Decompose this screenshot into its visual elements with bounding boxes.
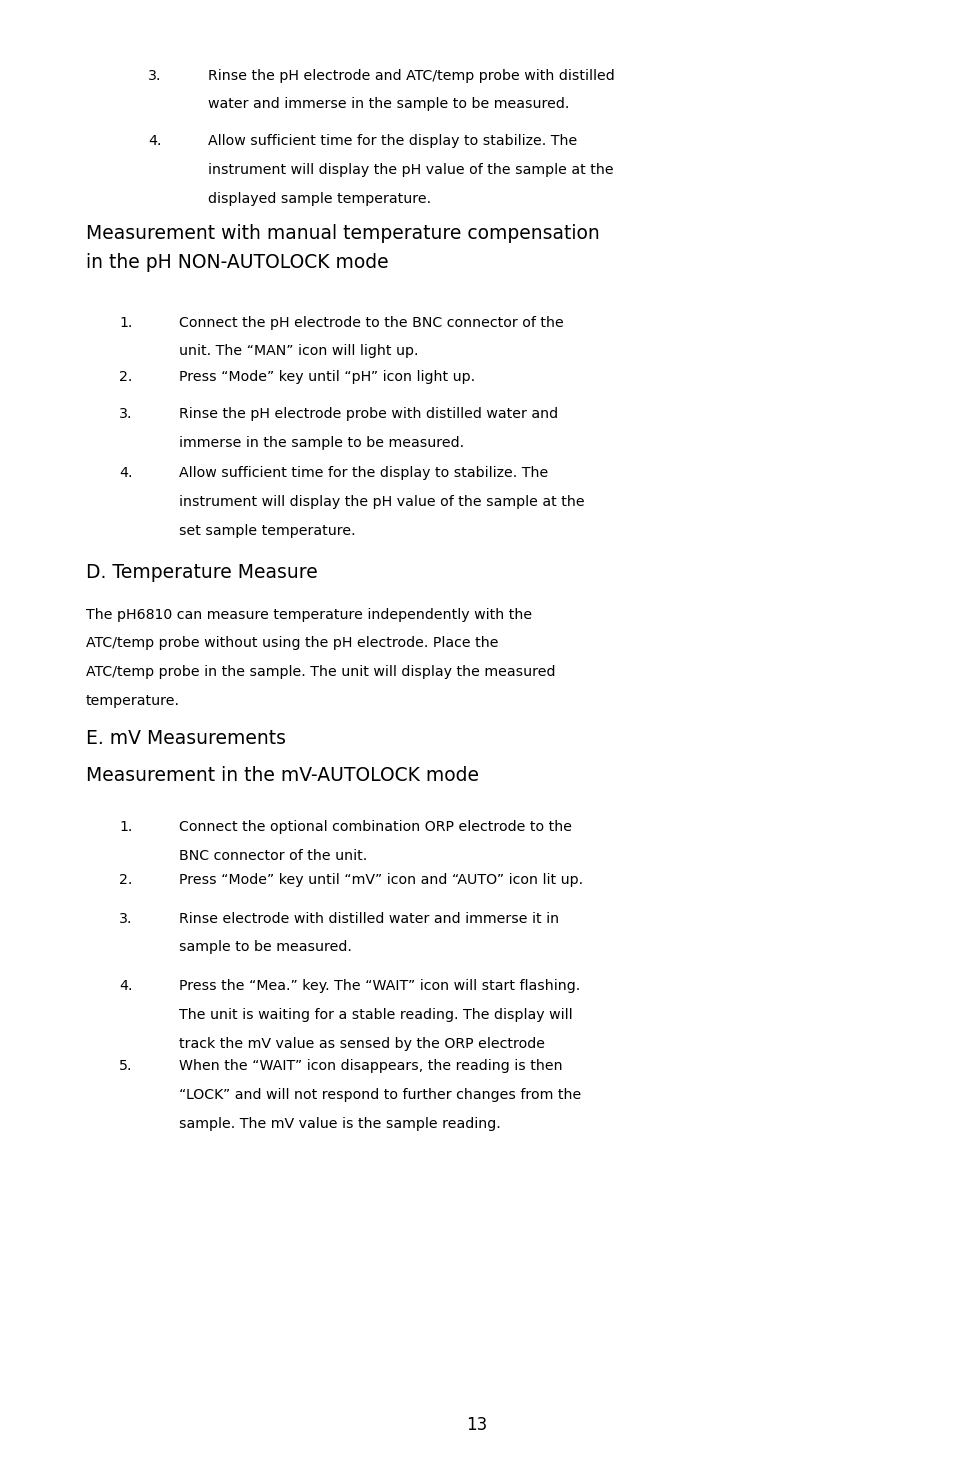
Text: Rinse electrode with distilled water and immerse it in: Rinse electrode with distilled water and… [179,912,558,925]
Text: Rinse the pH electrode probe with distilled water and: Rinse the pH electrode probe with distil… [179,407,558,420]
Text: temperature.: temperature. [86,695,180,708]
Text: E. mV Measurements: E. mV Measurements [86,729,286,748]
Text: 2.: 2. [119,873,132,886]
Text: 2.: 2. [119,370,132,384]
Text: immerse in the sample to be measured.: immerse in the sample to be measured. [179,435,464,450]
Text: ATC/temp probe in the sample. The unit will display the measured: ATC/temp probe in the sample. The unit w… [86,665,555,678]
Text: water and immerse in the sample to be measured.: water and immerse in the sample to be me… [208,97,569,111]
Text: Allow sufficient time for the display to stabilize. The: Allow sufficient time for the display to… [208,134,577,148]
Text: “LOCK” and will not respond to further changes from the: “LOCK” and will not respond to further c… [179,1089,581,1102]
Text: Press “Mode” key until “pH” icon light up.: Press “Mode” key until “pH” icon light u… [179,370,475,384]
Text: 1.: 1. [119,820,132,833]
Text: 3.: 3. [119,912,132,925]
Text: 4.: 4. [119,466,132,479]
Text: BNC connector of the unit.: BNC connector of the unit. [179,850,367,863]
Text: Connect the pH electrode to the BNC connector of the: Connect the pH electrode to the BNC conn… [179,316,563,329]
Text: Measurement in the mV-AUTOLOCK mode: Measurement in the mV-AUTOLOCK mode [86,766,478,785]
Text: Rinse the pH electrode and ATC/temp probe with distilled: Rinse the pH electrode and ATC/temp prob… [208,68,614,83]
Text: displayed sample temperature.: displayed sample temperature. [208,192,431,205]
Text: 3.: 3. [148,68,161,83]
Text: unit. The “MAN” icon will light up.: unit. The “MAN” icon will light up. [179,344,418,358]
Text: sample. The mV value is the sample reading.: sample. The mV value is the sample readi… [179,1117,500,1130]
Text: 4.: 4. [119,979,132,993]
Text: The pH6810 can measure temperature independently with the: The pH6810 can measure temperature indep… [86,608,532,621]
Text: Press the “Mea.” key. The “WAIT” icon will start flashing.: Press the “Mea.” key. The “WAIT” icon wi… [179,979,580,993]
Text: Connect the optional combination ORP electrode to the: Connect the optional combination ORP ele… [179,820,572,833]
Text: The unit is waiting for a stable reading. The display will: The unit is waiting for a stable reading… [179,1009,573,1022]
Text: When the “WAIT” icon disappears, the reading is then: When the “WAIT” icon disappears, the rea… [179,1059,562,1072]
Text: 5.: 5. [119,1059,132,1072]
Text: D. Temperature Measure: D. Temperature Measure [86,563,317,583]
Text: instrument will display the pH value of the sample at the: instrument will display the pH value of … [208,162,613,177]
Text: in the pH NON-AUTOLOCK mode: in the pH NON-AUTOLOCK mode [86,254,388,271]
Text: track the mV value as sensed by the ORP electrode: track the mV value as sensed by the ORP … [179,1037,545,1050]
Text: 4.: 4. [148,134,161,148]
Text: Allow sufficient time for the display to stabilize. The: Allow sufficient time for the display to… [179,466,548,479]
Text: set sample temperature.: set sample temperature. [179,524,355,537]
Text: Measurement with manual temperature compensation: Measurement with manual temperature comp… [86,224,599,243]
Text: 13: 13 [466,1416,487,1434]
Text: ATC/temp probe without using the pH electrode. Place the: ATC/temp probe without using the pH elec… [86,637,497,650]
Text: 1.: 1. [119,316,132,329]
Text: sample to be measured.: sample to be measured. [179,941,352,954]
Text: instrument will display the pH value of the sample at the: instrument will display the pH value of … [179,494,584,509]
Text: Press “Mode” key until “mV” icon and “AUTO” icon lit up.: Press “Mode” key until “mV” icon and “AU… [179,873,583,886]
Text: 3.: 3. [119,407,132,420]
